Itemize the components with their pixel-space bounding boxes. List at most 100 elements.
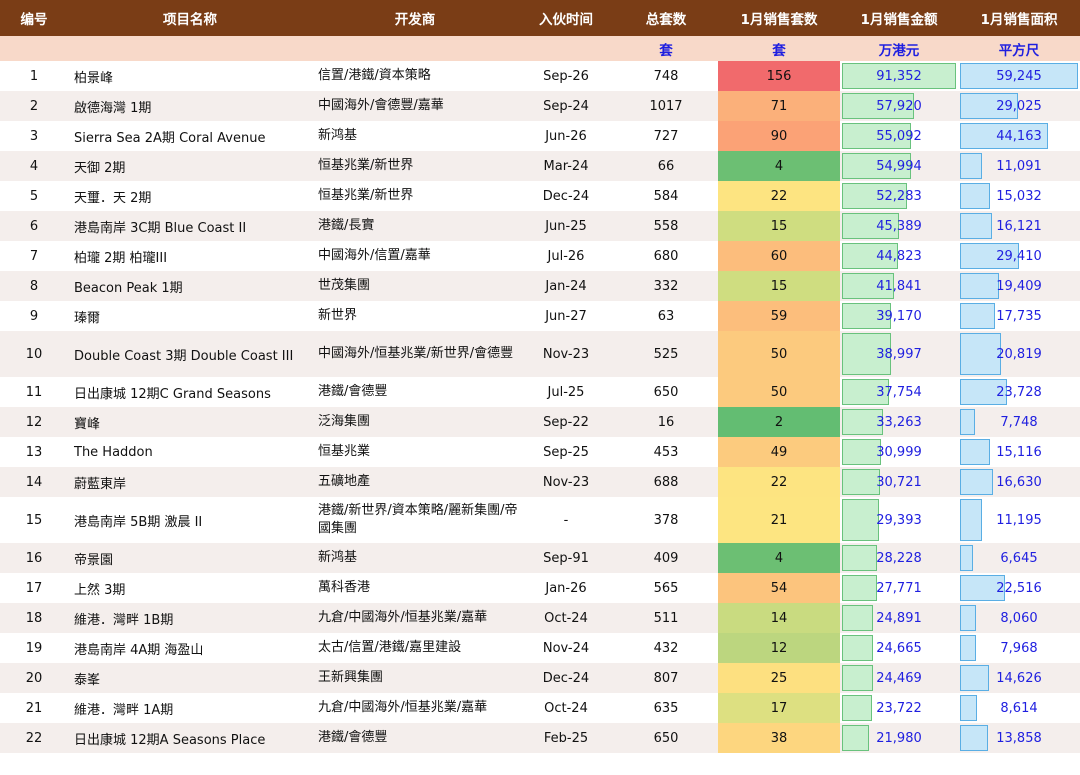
header-name: 项目名称 <box>68 0 312 36</box>
cell-developer: 港鐵/長實 <box>312 211 518 241</box>
cell-name: 港島南岸 4A期 海盈山 <box>68 633 312 663</box>
area-databar <box>960 409 976 435</box>
area-value: 22,516 <box>996 580 1042 596</box>
cell-date: Dec-24 <box>518 663 614 693</box>
area-value: 20,819 <box>996 346 1042 362</box>
cell-developer: 信置/港鐵/資本策略 <box>312 61 518 91</box>
cell-date: Feb-25 <box>518 723 614 753</box>
amount-value: 57,920 <box>876 98 922 114</box>
table-row: 12 寶峰 泛海集團 Sep-22 16 2 33,263 7,748 <box>0 407 1080 437</box>
cell-total: 525 <box>614 331 718 377</box>
cell-area: 15,032 <box>958 181 1080 211</box>
cell-date: Nov-24 <box>518 633 614 663</box>
cell-name: 維港．灣畔 1B期 <box>68 603 312 633</box>
amount-databar <box>842 153 911 179</box>
table-row: 13 The Haddon 恒基兆業 Sep-25 453 49 30,999 15,116 <box>0 437 1080 467</box>
amount-databar <box>842 725 870 751</box>
table-row: 6 港島南岸 3C期 Blue Coast II 港鐵/長實 Jun-25 558 15 4… <box>0 211 1080 241</box>
cell-amount: 29,393 <box>840 497 958 543</box>
area-databar <box>960 63 1078 89</box>
cell-amount: 44,823 <box>840 241 958 271</box>
cell-amount: 28,228 <box>840 543 958 573</box>
cell-developer: 新鸿基 <box>312 121 518 151</box>
amount-value: 24,665 <box>876 640 922 656</box>
cell-total: 748 <box>614 61 718 91</box>
area-databar <box>960 93 1018 119</box>
table-row: 7 柏瓏 2期 柏瓏III 中國海外/信置/嘉華 Jul-26 680 60 44,823 2… <box>0 241 1080 271</box>
cell-area: 8,614 <box>958 693 1080 723</box>
amount-databar <box>842 379 890 405</box>
header-developer: 开发商 <box>312 0 518 36</box>
cell-amount: 55,092 <box>840 121 958 151</box>
cell-developer: 新鸿基 <box>312 543 518 573</box>
unit-area: 平方尺 <box>958 36 1080 61</box>
cell-sales: 71 <box>718 91 840 121</box>
cell-sales: 12 <box>718 633 840 663</box>
header-area: 1月销售面积 <box>958 0 1080 36</box>
cell-id: 5 <box>0 181 68 211</box>
cell-sales: 4 <box>718 151 840 181</box>
cell-area: 29,025 <box>958 91 1080 121</box>
cell-date: Jan-24 <box>518 271 614 301</box>
amount-value: 44,823 <box>876 248 922 264</box>
cell-amount: 45,389 <box>840 211 958 241</box>
area-databar <box>960 243 1019 269</box>
cell-id: 16 <box>0 543 68 573</box>
cell-developer: 恒基兆業/新世界 <box>312 151 518 181</box>
amount-value: 27,771 <box>876 580 922 596</box>
cell-date: Sep-26 <box>518 61 614 91</box>
area-databar <box>960 439 991 465</box>
cell-developer: 九倉/中國海外/恒基兆業/嘉華 <box>312 693 518 723</box>
cell-name: The Haddon <box>68 437 312 467</box>
cell-sales: 2 <box>718 407 840 437</box>
cell-area: 29,410 <box>958 241 1080 271</box>
amount-value: 91,352 <box>876 68 922 84</box>
cell-name: 帝景園 <box>68 543 312 573</box>
amount-value: 23,722 <box>876 700 922 716</box>
unit-amount: 万港元 <box>840 36 958 61</box>
header-total: 总套数 <box>614 0 718 36</box>
cell-amount: 38,997 <box>840 331 958 377</box>
cell-name: 啟德海灣 1期 <box>68 91 312 121</box>
cell-developer: 恒基兆業 <box>312 437 518 467</box>
area-value: 15,032 <box>996 188 1042 204</box>
area-databar <box>960 303 996 329</box>
cell-date: Sep-22 <box>518 407 614 437</box>
area-databar <box>960 213 993 239</box>
amount-value: 39,170 <box>876 308 922 324</box>
table-row: 21 維港．灣畔 1A期 九倉/中國海外/恒基兆業/嘉華 Oct-24 635 17 23,… <box>0 693 1080 723</box>
cell-id: 8 <box>0 271 68 301</box>
area-value: 7,748 <box>1000 414 1038 430</box>
area-databar <box>960 725 988 751</box>
area-value: 6,645 <box>1000 550 1038 566</box>
cell-sales: 156 <box>718 61 840 91</box>
cell-date: Oct-24 <box>518 693 614 723</box>
amount-value: 33,263 <box>876 414 922 430</box>
cell-id: 19 <box>0 633 68 663</box>
header-amount: 1月销售金额 <box>840 0 958 36</box>
cell-total: 66 <box>614 151 718 181</box>
table-body: 1 柏景峰 信置/港鐵/資本策略 Sep-26 748 156 91,352 59,245 2 啟… <box>0 61 1080 753</box>
cell-total: 378 <box>614 497 718 543</box>
area-value: 14,626 <box>996 670 1042 686</box>
cell-total: 332 <box>614 271 718 301</box>
amount-databar <box>842 665 873 691</box>
cell-date: - <box>518 497 614 543</box>
cell-developer: 九倉/中國海外/恒基兆業/嘉華 <box>312 603 518 633</box>
cell-date: Sep-24 <box>518 91 614 121</box>
cell-total: 63 <box>614 301 718 331</box>
cell-area: 22,516 <box>958 573 1080 603</box>
cell-date: Jul-25 <box>518 377 614 407</box>
cell-sales: 22 <box>718 181 840 211</box>
table-row: 5 天璽．天 2期 恒基兆業/新世界 Dec-24 584 22 52,283 15,032 <box>0 181 1080 211</box>
amount-value: 28,228 <box>876 550 922 566</box>
cell-id: 6 <box>0 211 68 241</box>
cell-name: 泰峯 <box>68 663 312 693</box>
amount-value: 24,469 <box>876 670 922 686</box>
cell-area: 15,116 <box>958 437 1080 467</box>
amount-databar <box>842 575 877 601</box>
cell-sales: 60 <box>718 241 840 271</box>
amount-databar <box>842 635 873 661</box>
cell-id: 7 <box>0 241 68 271</box>
cell-amount: 30,721 <box>840 467 958 497</box>
